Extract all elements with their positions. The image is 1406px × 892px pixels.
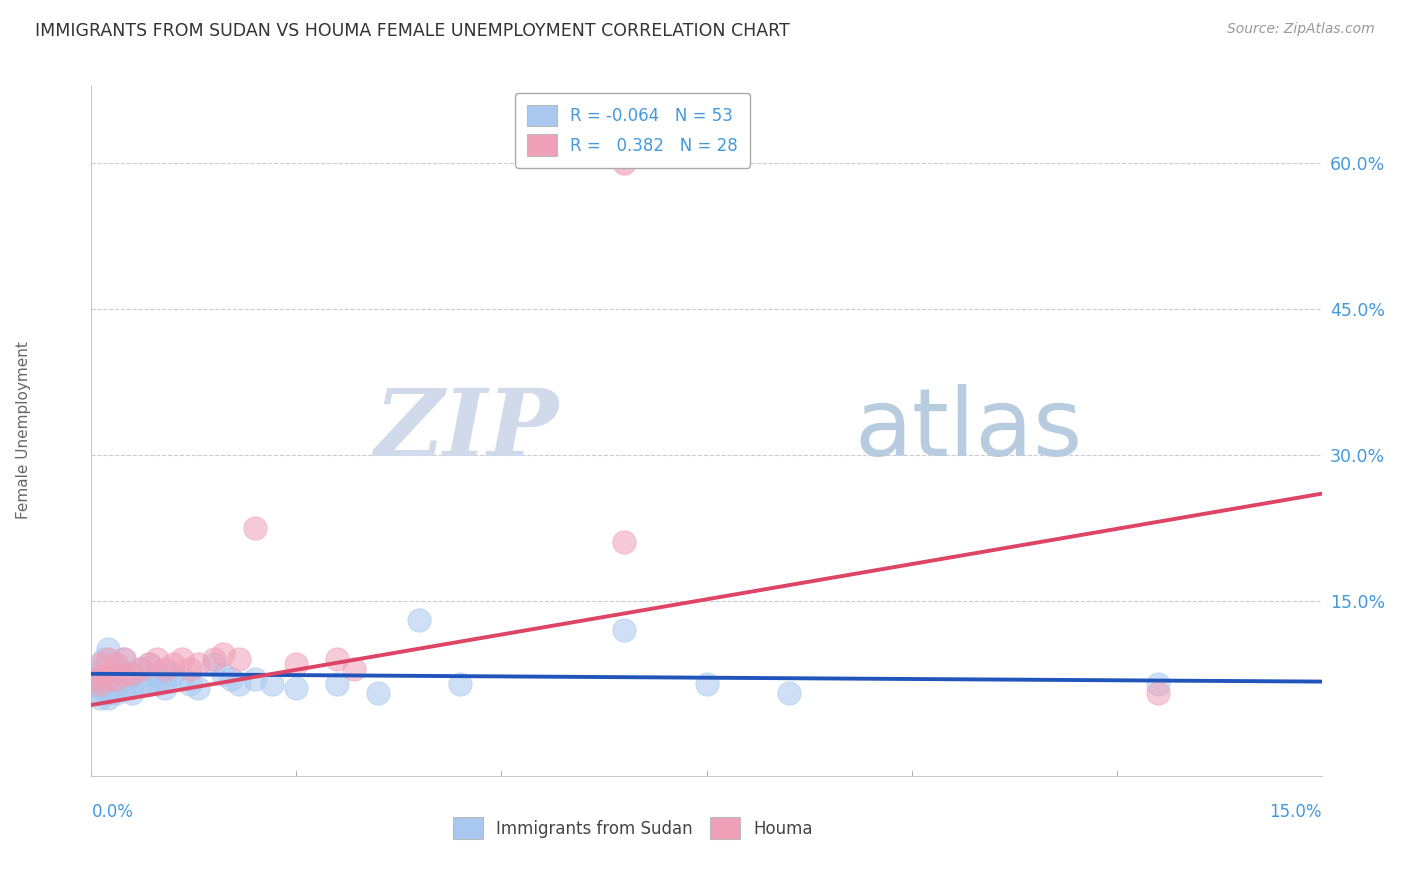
Point <box>1146 686 1168 700</box>
Point <box>245 521 267 535</box>
Point <box>228 652 250 666</box>
Point <box>112 681 135 696</box>
Point <box>97 691 120 706</box>
Point <box>97 676 120 690</box>
Point <box>162 657 184 671</box>
Point <box>121 676 143 690</box>
Point <box>89 662 111 676</box>
Point <box>97 672 120 686</box>
Point <box>138 657 160 671</box>
Point <box>84 672 107 686</box>
Point <box>778 686 800 700</box>
Point <box>121 666 143 681</box>
Point <box>129 662 152 676</box>
Point <box>89 691 111 706</box>
Point <box>211 666 233 681</box>
Point <box>245 672 267 686</box>
Point <box>179 676 201 690</box>
Point <box>187 657 209 671</box>
Point <box>138 676 160 690</box>
Point <box>285 681 308 696</box>
Point <box>153 672 177 686</box>
Point <box>613 155 636 169</box>
Point <box>93 652 115 666</box>
Point <box>84 666 107 681</box>
Point <box>84 672 107 686</box>
Point <box>613 623 636 637</box>
Point <box>162 666 184 681</box>
Point <box>285 657 308 671</box>
Text: ZIP: ZIP <box>374 385 558 475</box>
Point <box>97 672 120 686</box>
Legend: Immigrants from Sudan, Houma: Immigrants from Sudan, Houma <box>444 809 821 847</box>
Point <box>202 652 225 666</box>
Point <box>1146 676 1168 690</box>
Point <box>228 676 250 690</box>
Point <box>105 672 127 686</box>
Point <box>153 681 177 696</box>
Point <box>326 652 349 666</box>
Point <box>219 672 242 686</box>
Point <box>97 642 120 657</box>
Point <box>202 657 225 671</box>
Point <box>89 676 111 690</box>
Point <box>112 652 135 666</box>
Point <box>89 686 111 700</box>
Point <box>146 676 169 690</box>
Point <box>260 676 283 690</box>
Point <box>105 676 127 690</box>
Point <box>367 686 389 700</box>
Point <box>695 676 717 690</box>
Point <box>613 535 636 549</box>
Point <box>326 676 349 690</box>
Point <box>129 676 152 690</box>
Point <box>121 666 143 681</box>
Point <box>97 652 120 666</box>
Text: atlas: atlas <box>853 384 1083 476</box>
Point <box>93 681 115 696</box>
Text: 0.0%: 0.0% <box>91 803 134 821</box>
Point <box>449 676 471 690</box>
Point <box>343 662 366 676</box>
Point <box>105 657 127 671</box>
Text: 15.0%: 15.0% <box>1270 803 1322 821</box>
Point <box>89 657 111 671</box>
Point <box>84 676 107 690</box>
Point <box>89 676 111 690</box>
Text: IMMIGRANTS FROM SUDAN VS HOUMA FEMALE UNEMPLOYMENT CORRELATION CHART: IMMIGRANTS FROM SUDAN VS HOUMA FEMALE UN… <box>35 22 790 40</box>
Point <box>112 666 135 681</box>
Point <box>112 652 135 666</box>
Point <box>187 681 209 696</box>
Point <box>138 657 160 671</box>
Text: Female Unemployment: Female Unemployment <box>17 342 31 519</box>
Point <box>170 672 193 686</box>
Text: Source: ZipAtlas.com: Source: ZipAtlas.com <box>1227 22 1375 37</box>
Point <box>146 652 169 666</box>
Point <box>146 666 169 681</box>
Point <box>105 672 127 686</box>
Point <box>121 686 143 700</box>
Point <box>105 686 127 700</box>
Point <box>89 672 111 686</box>
Point <box>408 613 430 627</box>
Point <box>112 672 135 686</box>
Point <box>179 662 201 676</box>
Point <box>153 662 177 676</box>
Point <box>97 686 120 700</box>
Point <box>93 666 115 681</box>
Point <box>129 662 152 676</box>
Point <box>89 681 111 696</box>
Point <box>170 652 193 666</box>
Point <box>211 648 233 662</box>
Point <box>105 657 127 671</box>
